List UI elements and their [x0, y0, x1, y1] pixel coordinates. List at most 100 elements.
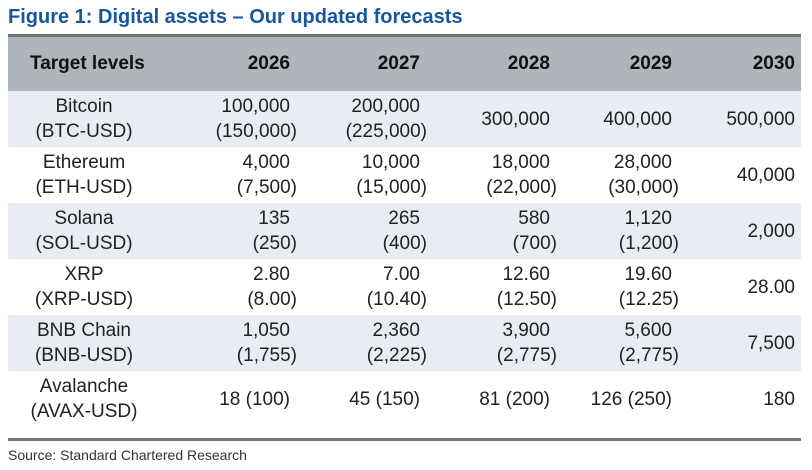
forecast-cell: 500,000 — [678, 91, 801, 147]
forecast-cell: 100,000 (150,000) — [160, 91, 297, 147]
header-year-2028: 2028 — [426, 35, 556, 91]
forecast-value: 81 (200) — [479, 388, 550, 410]
forecast-cell: 2.80 (8.00) — [160, 259, 297, 315]
forecast-cell: 180 — [678, 371, 801, 427]
forecast-cell: 18 (100) — [160, 371, 296, 427]
asset-name: XRP — [64, 264, 104, 285]
asset-ticker: (ETH-USD) — [35, 177, 133, 198]
asset-cell: XRP (XRP-USD) — [8, 259, 160, 315]
forecast-cell: 1,050 (1,755) — [160, 315, 297, 371]
header-year-2026: 2026 — [160, 35, 296, 91]
table-row: XRP (XRP-USD) 2.80 (8.00) 7.00 (10.40) 12.60 (1… — [8, 259, 801, 315]
table-row: Ethereum (ETH-USD) 4,000 (7,500) 10,000 (15,0… — [8, 147, 801, 203]
forecast-value: 18,000 — [491, 152, 550, 173]
asset-name: Avalanche — [39, 376, 129, 397]
forecast-value: 100,000 — [221, 96, 290, 117]
asset-ticker: (AVAX-USD) — [30, 401, 138, 422]
forecast-prior-value: (1,200) — [618, 233, 679, 254]
forecast-value: 10,000 — [361, 152, 420, 173]
forecast-value: 2,000 — [747, 220, 795, 242]
forecast-cell: 10,000 (15,000) — [296, 147, 427, 203]
forecast-cell: 1,120 (1,200) — [556, 203, 679, 259]
forecast-prior-value: (30,000) — [608, 177, 679, 198]
forecast-prior-value: (22,000) — [486, 177, 557, 198]
forecast-value: 7.00 — [383, 264, 420, 285]
forecast-value: 265 — [388, 208, 420, 229]
table-row: Avalanche (AVAX-USD) 18 (100) 45 (150) 81 (2… — [8, 371, 801, 427]
forecast-prior-value: (150,000) — [215, 121, 297, 142]
table-row: BNB Chain (BNB-USD) 1,050 (1,755) 2,360 (2,22… — [8, 315, 801, 371]
asset-name: BNB Chain — [37, 320, 131, 341]
forecast-cell: 4,000 (7,500) — [160, 147, 297, 203]
forecast-value: 2,360 — [372, 320, 420, 341]
forecast-prior-value: (15,000) — [356, 177, 427, 198]
bottom-rule — [8, 438, 801, 441]
forecast-cell: 7,500 — [678, 315, 801, 371]
page: Figure 1: Digital assets – Our updated f… — [8, 0, 801, 463]
asset-ticker: (BTC-USD) — [35, 121, 133, 142]
table-header: Target levels 2026 2027 2028 2029 2030 — [8, 35, 801, 91]
header-year-2027: 2027 — [296, 35, 426, 91]
forecast-value: 1,050 — [242, 320, 290, 341]
forecast-prior-value: (12.25) — [618, 289, 679, 310]
asset-cell: BNB Chain (BNB-USD) — [8, 315, 160, 371]
forecast-prior-value: (7,500) — [236, 177, 297, 198]
forecast-cell: 7.00 (10.40) — [296, 259, 427, 315]
forecast-cell: 19.60 (12.25) — [556, 259, 679, 315]
header-target-levels: Target levels — [8, 35, 160, 91]
asset-name: Ethereum — [42, 152, 126, 173]
forecast-value: 580 — [518, 208, 550, 229]
forecast-value: 40,000 — [736, 164, 795, 186]
forecast-cell: 300,000 — [426, 91, 556, 147]
forecast-value: 4,000 — [242, 152, 290, 173]
source-note: Source: Standard Chartered Research — [8, 447, 247, 463]
header-row: Target levels 2026 2027 2028 2029 2030 — [8, 35, 801, 91]
forecast-value: 12.60 — [502, 264, 550, 285]
forecast-cell: 18,000 (22,000) — [426, 147, 557, 203]
forecast-value: 2.80 — [253, 264, 290, 285]
table-row: Solana (SOL-USD) 135 (250) 265 (400) 580 (700) 1… — [8, 203, 801, 259]
forecast-cell: 5,600 (2,775) — [556, 315, 679, 371]
forecast-value: 135 — [258, 208, 290, 229]
forecast-table: Target levels 2026 2027 2028 2029 2030 B… — [8, 34, 801, 427]
asset-cell: Bitcoin (BTC-USD) — [8, 91, 160, 147]
forecast-cell: 28.00 — [678, 259, 801, 315]
asset-name: Bitcoin — [55, 96, 113, 117]
header-year-2030: 2030 — [678, 35, 801, 91]
forecast-prior-value: (2,225) — [366, 345, 427, 366]
asset-ticker: (XRP-USD) — [34, 289, 134, 310]
asset-ticker: (SOL-USD) — [35, 233, 133, 254]
forecast-prior-value: (12.50) — [496, 289, 557, 310]
asset-cell: Solana (SOL-USD) — [8, 203, 160, 259]
forecast-cell: 40,000 — [678, 147, 801, 203]
forecast-cell: 2,360 (2,225) — [296, 315, 427, 371]
forecast-value: 126 (250) — [590, 388, 672, 410]
forecast-value: 28,000 — [613, 152, 672, 173]
forecast-prior-value: (700) — [512, 233, 557, 254]
forecast-value: 500,000 — [726, 108, 795, 130]
forecast-prior-value: (250) — [252, 233, 297, 254]
forecast-cell: 135 (250) — [160, 203, 297, 259]
forecast-value: 5,600 — [624, 320, 672, 341]
table-body: Bitcoin (BTC-USD) 100,000 (150,000) 200,000 (… — [8, 91, 801, 427]
forecast-value: 3,900 — [502, 320, 550, 341]
forecast-value: 400,000 — [603, 108, 672, 130]
forecast-value: 19.60 — [624, 264, 672, 285]
forecast-value: 7,500 — [747, 332, 795, 354]
forecast-cell: 3,900 (2,775) — [426, 315, 557, 371]
asset-name: Solana — [54, 208, 114, 229]
forecast-value: 45 (150) — [349, 388, 420, 410]
asset-ticker: (BNB-USD) — [34, 345, 134, 366]
forecast-cell: 400,000 — [556, 91, 678, 147]
forecast-value: 18 (100) — [219, 388, 290, 410]
figure-title: Figure 1: Digital assets – Our updated f… — [8, 6, 463, 28]
forecast-prior-value: (1,755) — [236, 345, 297, 366]
forecast-prior-value: (400) — [382, 233, 427, 254]
header-year-2029: 2029 — [556, 35, 678, 91]
asset-cell: Ethereum (ETH-USD) — [8, 147, 160, 203]
forecast-cell: 126 (250) — [556, 371, 678, 427]
forecast-value: 180 — [763, 388, 795, 410]
forecast-value: 28.00 — [747, 276, 795, 298]
forecast-cell: 580 (700) — [426, 203, 557, 259]
forecast-value: 1,120 — [624, 208, 672, 229]
